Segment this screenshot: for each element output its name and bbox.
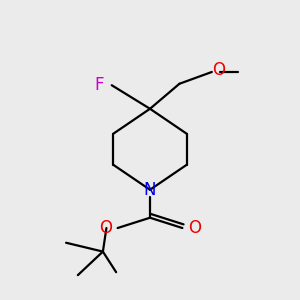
Text: O: O bbox=[212, 61, 225, 80]
Text: N: N bbox=[144, 181, 156, 199]
Text: O: O bbox=[188, 219, 201, 237]
Text: F: F bbox=[95, 76, 104, 94]
Text: O: O bbox=[99, 219, 112, 237]
